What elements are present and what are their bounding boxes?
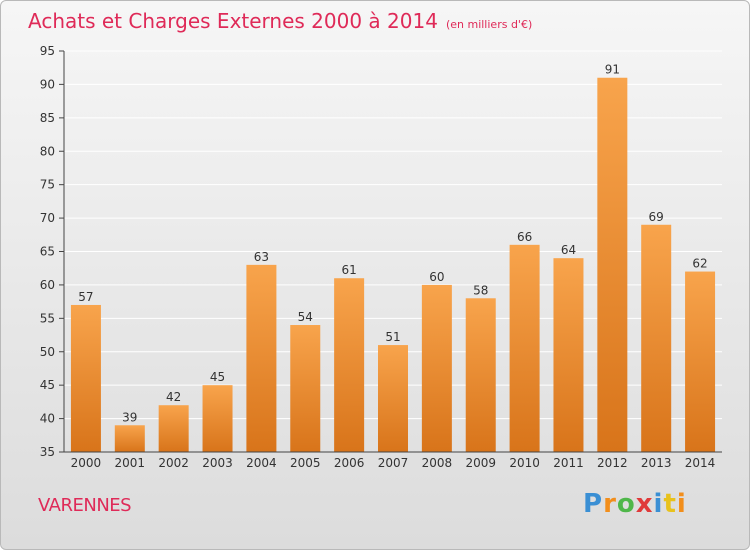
bar — [685, 271, 716, 452]
bar-value-label: 62 — [692, 257, 707, 271]
bar-chart: 57 39 42 45 63 54 61 51 60 58 66 64 91 69 62 35 40 45 50 5… — [40, 44, 722, 470]
logo-letter: x — [635, 489, 654, 519]
bar-value-label: 51 — [385, 330, 400, 344]
y-tick-label: 85 — [40, 111, 55, 125]
x-tick-label: 2010 — [509, 456, 540, 470]
y-tick-label: 75 — [40, 178, 55, 192]
x-tick-label: 2000 — [71, 456, 102, 470]
bar-value-label: 66 — [517, 230, 532, 244]
logo-letter: i — [676, 489, 687, 519]
y-tick-label: 35 — [40, 445, 55, 459]
chart-title: Achats et Charges Externes 2000 à 2014 (e… — [28, 9, 532, 33]
bar-value-label: 42 — [166, 390, 181, 404]
bar — [641, 224, 672, 452]
x-tick-label: 2004 — [246, 456, 277, 470]
bar-value-label: 58 — [473, 283, 488, 297]
logo-letter: o — [616, 489, 636, 519]
town-name: VARENNES — [38, 495, 132, 516]
y-tick-label: 55 — [40, 311, 55, 325]
bar — [465, 298, 496, 452]
bar-value-label: 64 — [561, 243, 576, 257]
y-tick-label: 45 — [40, 378, 55, 392]
chart-title-text: Achats et Charges Externes 2000 à 2014 — [28, 9, 438, 33]
bar-value-label: 39 — [122, 410, 137, 424]
bar — [70, 304, 101, 452]
x-tick-label: 2012 — [597, 456, 628, 470]
x-tick-label: 2002 — [158, 456, 189, 470]
bar — [597, 77, 628, 452]
x-tick-label: 2006 — [334, 456, 365, 470]
bar — [334, 278, 365, 452]
bar — [378, 345, 408, 452]
y-tick-label: 90 — [40, 77, 55, 91]
bar — [421, 284, 452, 452]
logo-letter: r — [603, 489, 617, 519]
x-tick-label: 2005 — [290, 456, 321, 470]
bar — [553, 258, 584, 452]
logo-letter: i — [653, 489, 664, 519]
x-tick-label: 2011 — [553, 456, 584, 470]
bar — [509, 244, 540, 452]
bar — [114, 425, 145, 452]
y-tick-label: 95 — [40, 44, 55, 58]
y-tick-label: 80 — [40, 144, 55, 158]
x-tick-label: 2014 — [685, 456, 716, 470]
y-tick-label: 65 — [40, 245, 55, 259]
bar-value-label: 54 — [298, 310, 313, 324]
bar-value-label: 61 — [341, 263, 356, 277]
bar-value-label: 69 — [649, 210, 664, 224]
logo-letter: t — [663, 489, 677, 519]
x-tick-label: 2001 — [115, 456, 146, 470]
bar-value-label: 57 — [78, 290, 93, 304]
x-tick-label: 2009 — [465, 456, 496, 470]
bar — [290, 325, 321, 452]
x-tick-label: 2007 — [378, 456, 409, 470]
x-tick-label: 2003 — [202, 456, 233, 470]
y-tick-label: 60 — [40, 278, 55, 292]
y-tick-label: 50 — [40, 345, 55, 359]
bar-value-label: 45 — [210, 370, 225, 384]
y-tick-label: 40 — [40, 412, 55, 426]
bar — [246, 264, 277, 452]
bar-value-label: 60 — [429, 270, 444, 284]
proxiti-logo: Proxiti — [583, 489, 687, 519]
chart-unit: (en milliers d'€) — [445, 18, 533, 31]
x-tick-label: 2013 — [641, 456, 672, 470]
bar-value-label: 63 — [254, 250, 269, 264]
x-tick-label: 2008 — [422, 456, 453, 470]
logo-letter: P — [583, 489, 604, 519]
bar — [202, 385, 233, 452]
bar — [158, 405, 189, 452]
y-tick-label: 70 — [40, 211, 55, 225]
bar-value-label: 91 — [605, 63, 620, 77]
